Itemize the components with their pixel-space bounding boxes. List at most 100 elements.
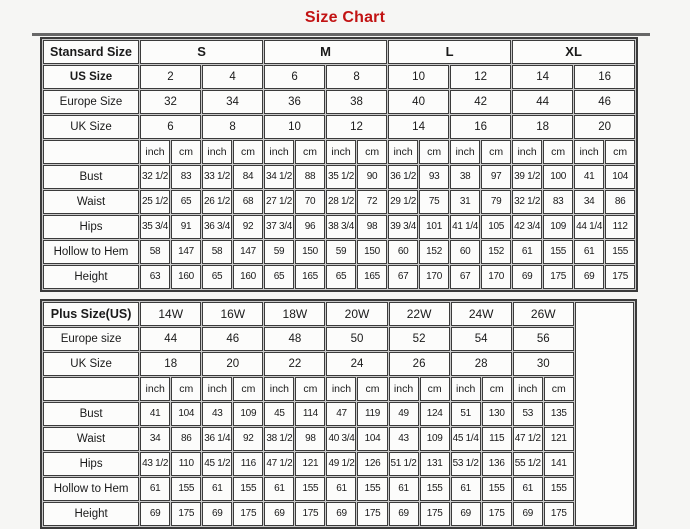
size-value-cell: 22	[264, 352, 326, 376]
unit-header-cell: cm	[481, 377, 512, 401]
size-value-cell: 6	[140, 115, 201, 139]
measure-value-cell: 119	[357, 402, 388, 426]
unit-header-cell: cm	[419, 140, 450, 164]
measure-value-cell: 38 3/4	[326, 215, 357, 239]
unit-header-cell: inch	[326, 140, 357, 164]
measure-value-cell: 39 3/4	[388, 215, 419, 239]
measure-value-cell: 91	[171, 215, 201, 239]
measure-row: Hips 35 3/4 91 36 3/4 92 37 3/4 96 38 3/4 98 39 3…	[43, 215, 636, 239]
row-label: Height	[43, 502, 140, 526]
group-header-cell: 20W	[326, 302, 388, 326]
measure-value-cell: 152	[481, 240, 512, 264]
measure-value-cell: 135	[543, 402, 574, 426]
size-value-cell: 40	[388, 90, 450, 114]
measure-value-cell: 47 1/2	[264, 452, 295, 476]
measure-value-cell: 34 1/2	[264, 165, 295, 189]
unit-header-cell: cm	[295, 140, 326, 164]
measure-value-cell: 75	[419, 190, 450, 214]
row-label: Hips	[43, 215, 139, 239]
measure-value-cell: 97	[481, 165, 512, 189]
size-value-cell: 4	[202, 65, 264, 89]
measure-value-cell: 126	[357, 452, 388, 476]
measure-value-cell: 69	[512, 502, 543, 526]
size-value-cell: 48	[264, 327, 326, 351]
unit-header-cell: inch	[512, 140, 543, 164]
measure-value-cell: 65	[264, 265, 295, 289]
measure-value-cell: 38 1/2	[264, 427, 295, 451]
row-label: Height	[43, 265, 139, 289]
unit-header-cell: cm	[605, 140, 636, 164]
unit-header-cell: cm	[543, 377, 574, 401]
size-value-cell: 56	[512, 327, 574, 351]
measure-value-cell: 49	[388, 402, 419, 426]
measure-value-cell: 147	[171, 240, 201, 264]
measure-value-cell: 26 1/2	[202, 190, 232, 214]
unit-header-cell: inch	[450, 377, 481, 401]
size-value-cell: 2	[140, 65, 201, 89]
measure-value-cell: 36 1/2	[388, 165, 419, 189]
size-value-cell: 28	[450, 352, 512, 376]
empty-label	[43, 377, 140, 401]
measure-value-cell: 41	[140, 402, 171, 426]
size-value-cell: 32	[140, 90, 201, 114]
group-header-row: Plus Size(US) 14W 16W 18W 20W 22W 24W 26W	[43, 302, 634, 526]
size-value-cell: 38	[326, 90, 388, 114]
group-header-cell: 16W	[202, 302, 264, 326]
measure-value-cell: 165	[357, 265, 388, 289]
unit-header-cell: cm	[233, 140, 264, 164]
measure-value-cell: 35 1/2	[326, 165, 357, 189]
corner-label: Plus Size(US)	[43, 302, 140, 326]
measure-value-cell: 70	[295, 190, 326, 214]
unit-header-cell: inch	[450, 140, 481, 164]
measure-value-cell: 49 1/2	[326, 452, 357, 476]
measure-row: Height 63 160 65 160 65 165 65 165 67 170 67 170 69 17…	[43, 265, 636, 289]
measure-value-cell: 98	[295, 427, 326, 451]
measure-value-cell: 51 1/2	[388, 452, 419, 476]
measure-value-cell: 25 1/2	[140, 190, 170, 214]
measure-value-cell: 29 1/2	[388, 190, 419, 214]
measure-row: Height 69 175 69 175 69 175 69 175 69 175 69 175 69 17…	[43, 502, 634, 526]
measure-value-cell: 61	[140, 477, 171, 501]
measure-value-cell: 43	[202, 402, 233, 426]
measure-value-cell: 33 1/2	[202, 165, 232, 189]
measure-value-cell: 36 3/4	[202, 215, 232, 239]
row-label: Europe size	[43, 327, 140, 351]
measure-value-cell: 69	[326, 502, 357, 526]
row-label: Waist	[43, 190, 139, 214]
filler-cell	[574, 302, 634, 526]
unit-header-cell: inch	[140, 140, 170, 164]
measure-value-cell: 34	[574, 190, 605, 214]
unit-header-cell: cm	[171, 377, 202, 401]
measure-value-cell: 109	[233, 402, 264, 426]
size-value-cell: 46	[574, 90, 636, 114]
measure-value-cell: 31	[450, 190, 481, 214]
size-row: UK Size 18 20 22 24 26 28 30	[43, 352, 634, 376]
measure-value-cell: 42 3/4	[512, 215, 543, 239]
measure-value-cell: 155	[357, 477, 388, 501]
measure-value-cell: 58	[140, 240, 170, 264]
measure-value-cell: 61	[388, 477, 419, 501]
size-row: UK Size 6 8 10 12 14 16 18 20	[43, 115, 636, 139]
measure-value-cell: 55 1/2	[512, 452, 543, 476]
measure-value-cell: 44 1/4	[574, 215, 605, 239]
row-label: Hips	[43, 452, 140, 476]
table-top-shadow-line	[32, 33, 650, 36]
measure-value-cell: 150	[295, 240, 326, 264]
standard-size-table-body: Stansard Size S M L XL US Size 2 4 6 8 10 12 14 16 Eur…	[43, 40, 636, 289]
measure-value-cell: 43	[388, 427, 419, 451]
measure-row: Bust 32 1/2 83 33 1/2 84 34 1/2 88 35 1/2 90 36 1…	[43, 165, 636, 189]
measure-value-cell: 175	[357, 502, 388, 526]
row-label: UK Size	[43, 115, 139, 139]
measure-value-cell: 104	[357, 427, 388, 451]
size-value-cell: 26	[388, 352, 450, 376]
size-value-cell: 12	[326, 115, 388, 139]
measure-value-cell: 59	[264, 240, 295, 264]
measure-value-cell: 61	[450, 477, 481, 501]
measure-value-cell: 41 1/4	[450, 215, 481, 239]
measure-value-cell: 43 1/2	[140, 452, 171, 476]
measure-value-cell: 28 1/2	[326, 190, 357, 214]
measure-value-cell: 47	[326, 402, 357, 426]
measure-value-cell: 41	[574, 165, 605, 189]
measure-value-cell: 53 1/2	[450, 452, 481, 476]
measure-value-cell: 32 1/2	[140, 165, 170, 189]
